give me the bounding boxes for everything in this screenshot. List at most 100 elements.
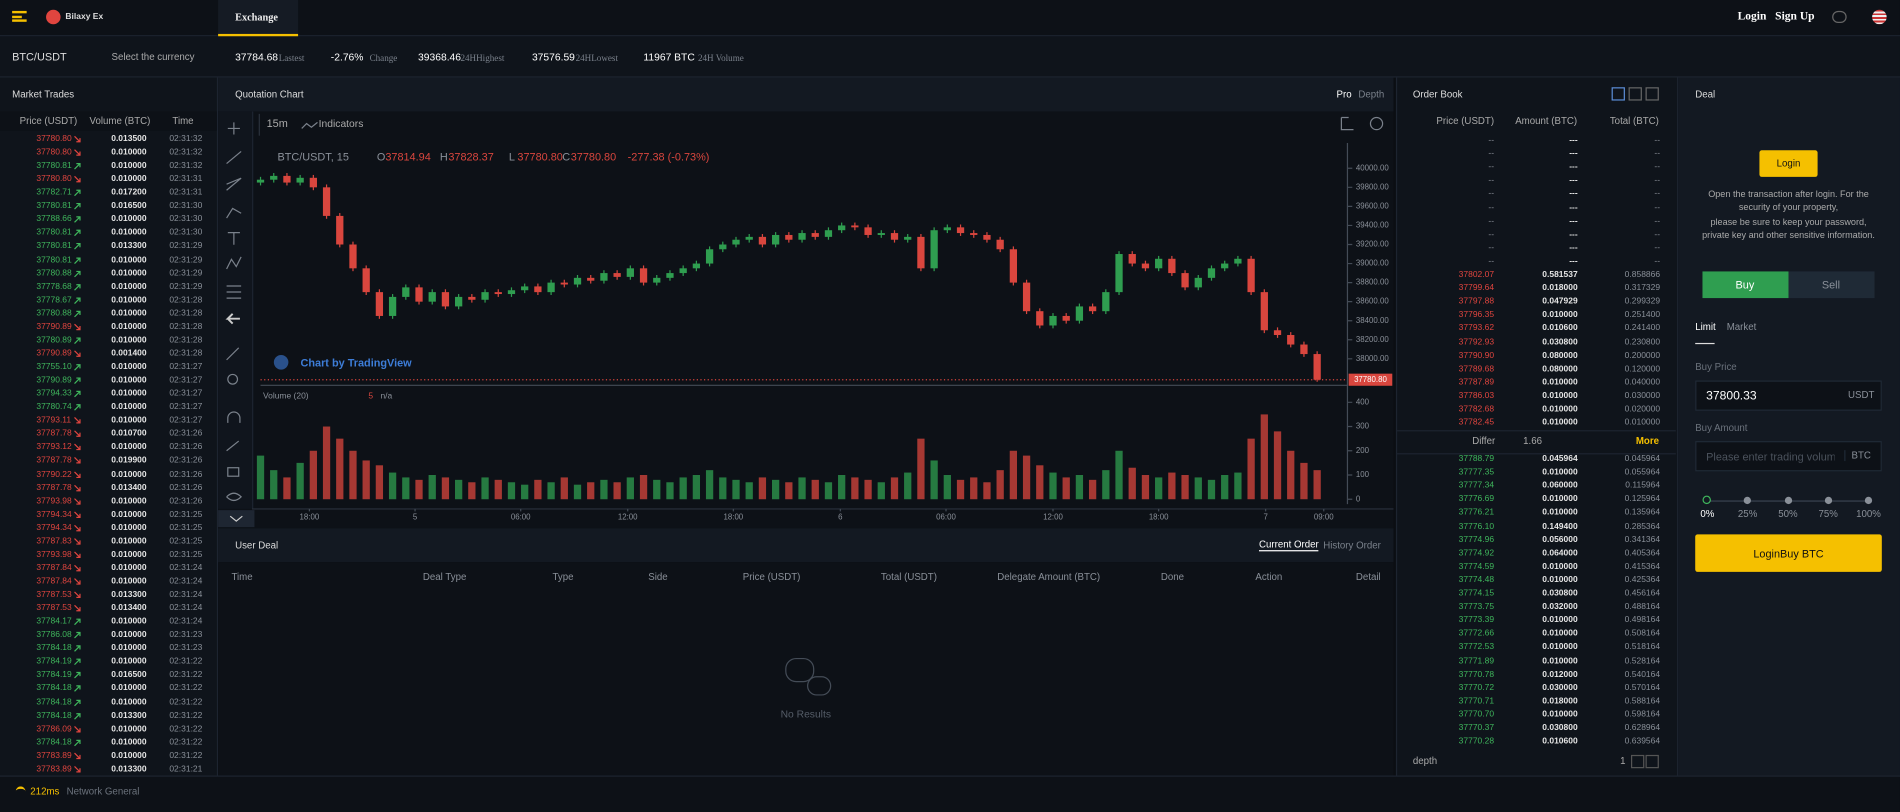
book-icon[interactable] [1628, 87, 1642, 101]
login-button-label[interactable]: Login [1776, 158, 1801, 170]
trade-time: 02:31:29 [169, 255, 203, 265]
trade-time: 02:31:25 [169, 550, 203, 560]
login-button[interactable] [1759, 150, 1818, 177]
trade-time: 02:31:21 [169, 764, 203, 774]
tool-line[interactable] [226, 151, 242, 165]
tool-ruler[interactable] [226, 347, 240, 361]
slider-step[interactable] [1702, 495, 1711, 505]
depth-box[interactable] [1645, 754, 1659, 769]
candle-body [930, 230, 938, 269]
volume-bar [798, 477, 806, 500]
amount-input[interactable] [1695, 441, 1882, 472]
book-amount: --- [1569, 230, 1578, 239]
buy-tab-label[interactable]: Buy [1735, 278, 1755, 291]
slider-label: 25% [1737, 508, 1758, 520]
login-link[interactable]: Login [1737, 10, 1767, 24]
book-total: 0.415364 [1624, 562, 1661, 572]
candle-body [1168, 258, 1176, 274]
price-input[interactable] [1695, 380, 1882, 411]
arrow-path [74, 699, 81, 706]
tool-back[interactable] [225, 313, 240, 325]
collapse-button[interactable] [218, 510, 255, 528]
trade-price: 37782.71 [36, 188, 72, 198]
tool-eye[interactable] [226, 492, 242, 502]
amount-placeholder[interactable]: Please enter trading volume [1706, 450, 1835, 463]
exchange-menu[interactable]: Exchange [235, 10, 278, 24]
indicators[interactable]: Indicators [318, 117, 364, 130]
depth-box[interactable] [1630, 754, 1645, 769]
book-icon[interactable] [1611, 87, 1625, 101]
buy-tab[interactable] [1702, 271, 1789, 299]
interval[interactable]: 15m [266, 117, 288, 130]
trade-time: 02:31:28 [169, 309, 203, 318]
legend-value: 37828.37 [448, 151, 493, 163]
candle-body [1313, 354, 1321, 380]
price-value[interactable]: 37800.33 [1706, 389, 1757, 403]
tool-measure[interactable] [226, 285, 242, 299]
signup-link[interactable]: Sign Up [1775, 10, 1815, 24]
slider-step[interactable] [1864, 496, 1873, 505]
arrow-path [74, 725, 81, 733]
candle-body [534, 286, 542, 293]
sell-tab-label[interactable]: Sell [1821, 278, 1841, 291]
sell-tab[interactable] [1788, 271, 1875, 299]
volume-bar [1313, 470, 1321, 500]
trade-price: 37787.84 [36, 577, 72, 586]
slider-step[interactable] [1743, 496, 1752, 505]
book-price: 37793.62 [1458, 324, 1495, 334]
price-unit: USDT [1848, 389, 1875, 401]
tool-pen[interactable] [226, 440, 240, 452]
panel-title[interactable]: User Deal [235, 539, 279, 551]
trade-price: 37787.53 [36, 590, 72, 600]
collapse-arrow[interactable] [229, 515, 243, 522]
tool-brush[interactable] [226, 207, 242, 219]
trade-price: 37780.81 [36, 161, 72, 171]
flag-icon[interactable] [1872, 9, 1887, 25]
book-icon[interactable] [1645, 87, 1659, 101]
limit-underline [1695, 342, 1715, 345]
cloud-icon[interactable] [1832, 10, 1847, 24]
trend-arrow [74, 390, 81, 398]
chart-tab[interactable]: Depth [1358, 89, 1385, 100]
menu-icon[interactable] [12, 10, 27, 22]
order-type[interactable]: Market [1726, 321, 1757, 333]
trend-arrow [74, 765, 81, 773]
tool-fib[interactable] [226, 177, 242, 191]
exchange-tab[interactable] [218, 0, 299, 37]
currency-select[interactable]: Select the currency [111, 51, 195, 63]
candle-body [1049, 315, 1057, 326]
tool-crosshair[interactable] [227, 122, 240, 135]
book-total: 0.858866 [1624, 270, 1661, 280]
order-tab[interactable]: History Order [1323, 539, 1381, 551]
chart-tab[interactable]: Pro [1336, 89, 1352, 100]
submit-label[interactable]: LoginBuy BTC [1753, 547, 1824, 560]
trade-price: 37790.89 [36, 322, 72, 332]
order-type[interactable]: Limit [1695, 321, 1716, 333]
trade-amount: 0.010000 [111, 255, 147, 265]
tool-pattern[interactable] [226, 256, 242, 270]
fullscreen-icon[interactable] [1340, 116, 1354, 131]
tool-text[interactable] [227, 232, 240, 245]
tool-zoom[interactable] [227, 373, 239, 385]
trade-amount: 0.010000 [111, 295, 147, 305]
candle-body [1181, 273, 1189, 288]
trade-amount: 0.010000 [111, 738, 147, 747]
volume-bar [322, 426, 331, 500]
order-tab[interactable]: Current Order [1258, 539, 1319, 552]
volume-tick-label: 300 [1356, 422, 1370, 431]
settings-icon[interactable] [1369, 116, 1384, 131]
more-link[interactable]: More [1635, 435, 1660, 447]
order-book-panel [1395, 77, 1679, 776]
tool-lock[interactable] [227, 467, 240, 477]
volume-name: Volume (20) [263, 390, 309, 400]
slider-step[interactable] [1824, 496, 1832, 505]
slider-step[interactable] [1784, 496, 1792, 505]
trend-arrow [74, 176, 81, 183]
trend-arrow [74, 591, 81, 599]
volume-bar [917, 438, 925, 500]
tool-magnet[interactable] [227, 411, 241, 423]
submit-button[interactable] [1695, 534, 1882, 572]
volume-bar [600, 479, 608, 500]
depth-value[interactable]: 1 [1620, 755, 1626, 767]
volume-tick-label: 100 [1356, 470, 1370, 479]
